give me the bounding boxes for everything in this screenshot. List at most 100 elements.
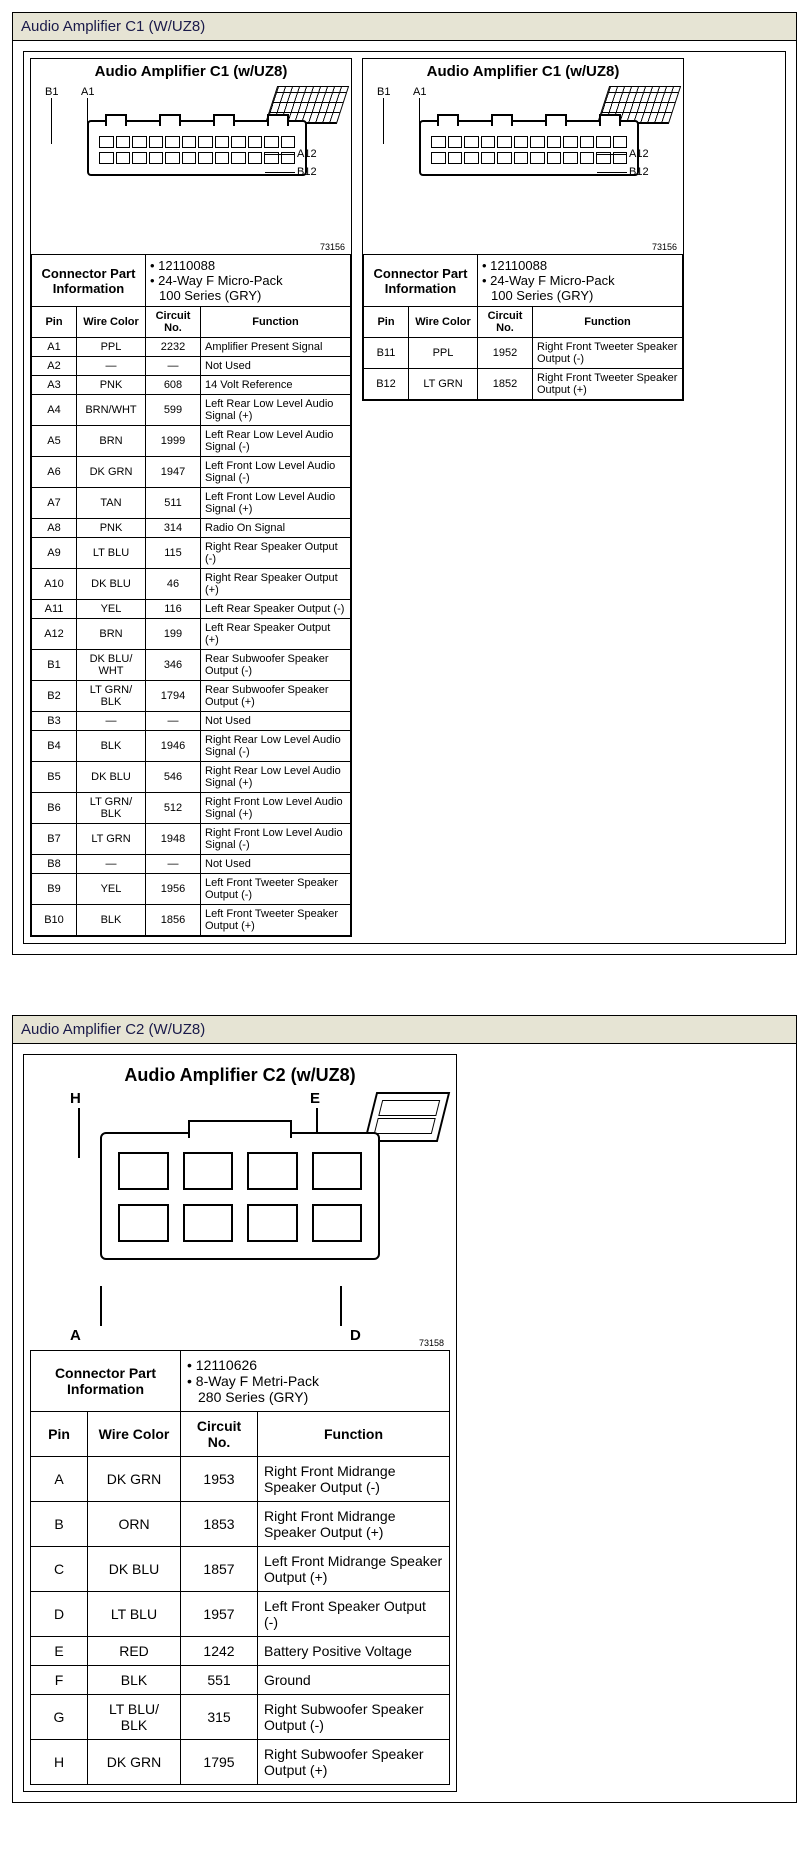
cell-function: Right Front Low Level Audio Signal (-) bbox=[201, 824, 351, 855]
lbl-b1: B1 bbox=[377, 86, 390, 98]
pin-row-bottom bbox=[118, 1204, 362, 1242]
c1-left-connector-view bbox=[87, 120, 307, 176]
cell-pin: B1 bbox=[32, 650, 77, 681]
cell-wire: RED bbox=[88, 1637, 181, 1666]
cell-circuit: 1852 bbox=[478, 369, 533, 400]
cell-circuit: — bbox=[146, 357, 201, 376]
cell-pin: A6 bbox=[32, 457, 77, 488]
part-desc1: 8-Way F Metri-Pack bbox=[196, 1373, 319, 1389]
c1-right-panel: Audio Amplifier C1 (w/UZ8) B1 A1 bbox=[362, 58, 684, 401]
cell-function: Left Front Tweeter Speaker Output (-) bbox=[201, 874, 351, 905]
cell-circuit: 1957 bbox=[181, 1592, 258, 1637]
cell-pin: A8 bbox=[32, 519, 77, 538]
cell-wire: — bbox=[77, 712, 146, 731]
cell-function: Rear Subwoofer Speaker Output (-) bbox=[201, 650, 351, 681]
cell-wire: BLK bbox=[88, 1666, 181, 1695]
cell-function: Right Front Low Level Audio Signal (+) bbox=[201, 793, 351, 824]
cell-wire: BLK bbox=[77, 905, 146, 936]
part-number: 12110088 bbox=[490, 258, 547, 273]
lbl-b1: B1 bbox=[45, 86, 58, 98]
lbl-a1: A1 bbox=[413, 86, 426, 98]
cell-wire: BRN/WHT bbox=[77, 395, 146, 426]
cell-pin: B10 bbox=[32, 905, 77, 936]
cell-pin: B bbox=[31, 1502, 88, 1547]
lbl-e: E bbox=[310, 1090, 320, 1107]
cell-wire: LT BLU bbox=[77, 538, 146, 569]
table-row: B2LT GRN/ BLK1794Rear Subwoofer Speaker … bbox=[32, 681, 351, 712]
table-row: B10BLK1856Left Front Tweeter Speaker Out… bbox=[32, 905, 351, 936]
cell-wire: DK BLU bbox=[88, 1547, 181, 1592]
cell-pin: A12 bbox=[32, 619, 77, 650]
part-number: 12110626 bbox=[196, 1357, 257, 1373]
table-row: A9LT BLU115Right Rear Speaker Output (-) bbox=[32, 538, 351, 569]
cell-function: Battery Positive Voltage bbox=[258, 1637, 450, 1666]
cell-circuit: 1946 bbox=[146, 731, 201, 762]
cell-wire: DK BLU bbox=[77, 569, 146, 600]
c1-right-title: Audio Amplifier C1 (w/UZ8) bbox=[363, 59, 683, 82]
lbl-b12: B12 bbox=[629, 166, 649, 178]
cell-pin: A3 bbox=[32, 376, 77, 395]
cell-wire: DK BLU/ WHT bbox=[77, 650, 146, 681]
cell-wire: DK GRN bbox=[88, 1740, 181, 1785]
section-c2: Audio Amplifier C2 (W/UZ8) Audio Amplifi… bbox=[12, 1015, 797, 1803]
cell-wire: PNK bbox=[77, 519, 146, 538]
table-row: GLT BLU/ BLK315Right Subwoofer Speaker O… bbox=[31, 1695, 450, 1740]
part-info: • 12110088 • 24-Way F Micro-Pack 100 Ser… bbox=[478, 255, 683, 307]
cell-circuit: 512 bbox=[146, 793, 201, 824]
cell-function: Right Rear Low Level Audio Signal (-) bbox=[201, 731, 351, 762]
cell-function: Right Front Tweeter Speaker Output (-) bbox=[533, 338, 683, 369]
lbl-d: D bbox=[350, 1327, 361, 1344]
cell-function: Left Front Tweeter Speaker Output (+) bbox=[201, 905, 351, 936]
lbl-a12: A12 bbox=[297, 148, 317, 160]
cell-function: Right Rear Speaker Output (-) bbox=[201, 538, 351, 569]
col-wire: Wire Color bbox=[409, 307, 478, 338]
col-pin: Pin bbox=[31, 1412, 88, 1457]
cell-pin: B3 bbox=[32, 712, 77, 731]
cell-wire: LT BLU bbox=[88, 1592, 181, 1637]
cell-circuit: 599 bbox=[146, 395, 201, 426]
table-row: FBLK551Ground bbox=[31, 1666, 450, 1695]
part-info: • 12110626 • 8-Way F Metri-Pack 280 Seri… bbox=[181, 1351, 450, 1412]
cell-function: Right Subwoofer Speaker Output (-) bbox=[258, 1695, 450, 1740]
cell-circuit: — bbox=[146, 855, 201, 874]
cell-pin: A10 bbox=[32, 569, 77, 600]
c1-left-table: Connector Part Information • 12110088 • … bbox=[31, 254, 351, 936]
connector-part-info-label: Connector Part Information bbox=[32, 255, 146, 307]
table-row: A5BRN1999Left Rear Low Level Audio Signa… bbox=[32, 426, 351, 457]
c2-connector-view bbox=[100, 1132, 380, 1260]
c2-diagram: H E bbox=[30, 1088, 450, 1350]
cell-pin: F bbox=[31, 1666, 88, 1695]
part-desc2: 100 Series (GRY) bbox=[491, 288, 593, 303]
section-c2-inner: Audio Amplifier C2 (w/UZ8) H E bbox=[23, 1054, 457, 1792]
cell-function: Left Front Speaker Output (-) bbox=[258, 1592, 450, 1637]
cell-circuit: 314 bbox=[146, 519, 201, 538]
cell-function: Right Front Midrange Speaker Output (-) bbox=[258, 1457, 450, 1502]
cell-circuit: 1857 bbox=[181, 1547, 258, 1592]
cell-function: Right Rear Speaker Output (+) bbox=[201, 569, 351, 600]
pin-row-top bbox=[118, 1152, 362, 1190]
cell-pin: B8 bbox=[32, 855, 77, 874]
c1-left-refnum: 73156 bbox=[320, 242, 345, 252]
cell-function: Left Rear Speaker Output (-) bbox=[201, 600, 351, 619]
part-info: • 12110088 • 24-Way F Micro-Pack 100 Ser… bbox=[146, 255, 351, 307]
connector-part-info-label: Connector Part Information bbox=[31, 1351, 181, 1412]
cell-pin: B11 bbox=[364, 338, 409, 369]
cell-wire: DK BLU bbox=[77, 762, 146, 793]
c2-table: Connector Part Information • 12110626 • … bbox=[30, 1350, 450, 1785]
cell-wire: PPL bbox=[77, 338, 146, 357]
cell-pin: B6 bbox=[32, 793, 77, 824]
cell-pin: A5 bbox=[32, 426, 77, 457]
col-wire: Wire Color bbox=[88, 1412, 181, 1457]
cell-circuit: 115 bbox=[146, 538, 201, 569]
c2-panel: Audio Amplifier C2 (w/UZ8) H E bbox=[30, 1061, 450, 1785]
col-circuit: Circuit No. bbox=[478, 307, 533, 338]
table-row: ERED1242Battery Positive Voltage bbox=[31, 1637, 450, 1666]
table-info-row: Connector Part Information • 12110088 • … bbox=[364, 255, 683, 307]
table-row: HDK GRN1795Right Subwoofer Speaker Outpu… bbox=[31, 1740, 450, 1785]
cell-circuit: 1853 bbox=[181, 1502, 258, 1547]
col-circuit: Circuit No. bbox=[181, 1412, 258, 1457]
cell-function: Not Used bbox=[201, 855, 351, 874]
c1-right-table: Connector Part Information • 12110088 • … bbox=[363, 254, 683, 400]
cell-function: Left Rear Low Level Audio Signal (+) bbox=[201, 395, 351, 426]
table-row: B7LT GRN1948Right Front Low Level Audio … bbox=[32, 824, 351, 855]
